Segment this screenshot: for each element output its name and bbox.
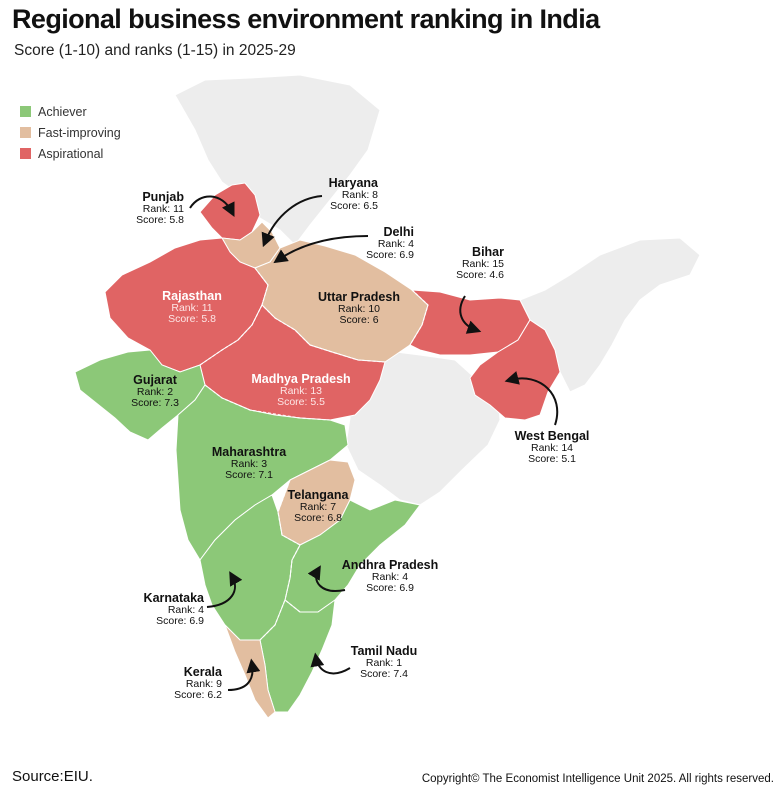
- label-bihar-score: Score: 4.6: [456, 269, 504, 281]
- label-tamil-nadu-name: Tamil Nadu: [350, 644, 418, 658]
- label-punjab-rank: Rank: 11: [142, 203, 184, 215]
- label-bihar-name: Bihar: [472, 245, 504, 259]
- label-gujarat-rank: Rank: 2: [136, 386, 174, 398]
- label-uttar-pradesh-score: Score: 6: [339, 314, 379, 326]
- copyright-note: Copyright© The Economist Intelligence Un…: [421, 773, 774, 785]
- arrow-tamil-nadu: [310, 652, 351, 675]
- label-maharashtra-score: Score: 7.1: [225, 469, 273, 481]
- label-uttar-pradesh-name: Uttar Pradesh: [318, 290, 400, 304]
- arrow-karnataka: [206, 571, 243, 608]
- label-delhi-score: Score: 6.9: [366, 249, 414, 261]
- label-uttar-pradesh: Uttar Pradesh Rank: 10 Score: 6: [310, 290, 408, 326]
- legend-swatch-aspirational: [20, 148, 31, 159]
- arrow-andhra-pradesh: [307, 565, 346, 592]
- label-uttar-pradesh-rank: Rank: 10: [337, 303, 381, 315]
- label-haryana: Haryana Rank: 8 Score: 6.5: [300, 176, 378, 212]
- label-madhya-pradesh-rank: Rank: 13: [279, 385, 323, 397]
- region-jammu-kashmir-ladakh: [174, 74, 381, 246]
- label-maharashtra-name: Maharashtra: [211, 445, 287, 459]
- label-telangana: Telangana Rank: 7 Score: 6.8: [278, 488, 358, 524]
- label-haryana-score: Score: 6.5: [330, 200, 378, 212]
- arrow-bihar: [459, 295, 482, 334]
- arrow-delhi: [273, 235, 369, 264]
- legend-item-achiever: Achiever: [20, 101, 121, 122]
- region-east-central: [344, 349, 501, 506]
- legend-label-achiever: Achiever: [38, 104, 87, 119]
- label-west-bengal-score: Score: 5.1: [528, 453, 576, 465]
- label-west-bengal-rank: Rank: 14: [530, 442, 574, 454]
- arrow-punjab: [189, 195, 235, 218]
- label-gujarat-score: Score: 7.3: [131, 397, 179, 409]
- label-tamil-nadu-rank: Rank: 1: [365, 657, 403, 669]
- region-karnataka: [199, 494, 301, 641]
- label-rajasthan-rank: Rank: 11: [171, 302, 213, 314]
- label-bihar-rank: Rank: 15: [461, 258, 504, 270]
- label-andhra-pradesh-score: Score: 6.9: [366, 582, 414, 594]
- arrow-haryana: [261, 195, 323, 248]
- legend-label-fast-improving: Fast-improving: [38, 125, 121, 140]
- label-tamil-nadu-score: Score: 7.4: [360, 668, 408, 680]
- label-delhi-name: Delhi: [383, 225, 414, 239]
- source-note: Source:EIU.: [12, 768, 93, 785]
- label-rajasthan-score: Score: 5.8: [168, 313, 216, 325]
- arrow-west-bengal: [504, 371, 559, 426]
- label-bihar: Bihar Rank: 15 Score: 4.6: [440, 245, 504, 281]
- label-andhra-pradesh-name: Andhra Pradesh: [341, 558, 439, 572]
- label-kerala-rank: Rank: 9: [185, 678, 222, 690]
- label-telangana-rank: Rank: 7: [299, 501, 337, 513]
- label-delhi: Delhi Rank: 4 Score: 6.9: [350, 225, 414, 261]
- label-maharashtra-rank: Rank: 3: [230, 458, 268, 470]
- legend-swatch-achiever: [20, 106, 31, 117]
- legend-label-aspirational: Aspirational: [38, 146, 104, 161]
- label-karnataka-score: Score: 6.9: [156, 615, 204, 627]
- label-west-bengal-name: West Bengal: [514, 429, 590, 443]
- leader-arrows: [189, 195, 559, 691]
- label-andhra-pradesh: Andhra Pradesh Rank: 4 Score: 6.9: [335, 558, 445, 594]
- label-haryana-rank: Rank: 8: [341, 189, 378, 201]
- label-haryana-name: Haryana: [328, 176, 378, 190]
- label-karnataka-name: Karnataka: [143, 591, 204, 605]
- chart-subtitle: Score (1-10) and ranks (1-15) in 2025-29: [14, 42, 296, 59]
- label-madhya-pradesh-score: Score: 5.5: [277, 396, 325, 408]
- label-tamil-nadu: Tamil Nadu Rank: 1 Score: 7.4: [342, 644, 426, 680]
- state-borders: [199, 267, 429, 641]
- label-andhra-pradesh-rank: Rank: 4: [371, 571, 409, 583]
- label-telangana-name: Telangana: [287, 488, 349, 502]
- label-madhya-pradesh: Madhya Pradesh Rank: 13 Score: 5.5: [238, 372, 364, 408]
- label-karnataka: Karnataka Rank: 4 Score: 6.9: [130, 591, 204, 627]
- label-punjab-score: Score: 5.8: [136, 214, 184, 226]
- label-rajasthan-name: Rajasthan: [162, 289, 222, 303]
- label-maharashtra: Maharashtra Rank: 3 Score: 7.1: [200, 445, 298, 481]
- label-gujarat: Gujarat Rank: 2 Score: 7.3: [120, 373, 190, 409]
- legend-item-fast-improving: Fast-improving: [20, 122, 121, 143]
- arrow-kerala: [227, 658, 261, 691]
- legend-item-aspirational: Aspirational: [20, 143, 121, 164]
- legend-swatch-fast-improving: [20, 127, 31, 138]
- legend: Achiever Fast-improving Aspirational: [20, 101, 121, 164]
- label-rajasthan: Rajasthan Rank: 11 Score: 5.8: [148, 289, 236, 325]
- label-delhi-rank: Rank: 4: [377, 238, 414, 250]
- label-punjab: Punjab Rank: 11 Score: 5.8: [118, 190, 184, 226]
- label-telangana-score: Score: 6.8: [294, 512, 342, 524]
- label-gujarat-name: Gujarat: [133, 373, 177, 387]
- label-west-bengal: West Bengal Rank: 14 Score: 5.1: [506, 429, 598, 465]
- label-kerala-name: Kerala: [183, 665, 222, 679]
- label-kerala-score: Score: 6.2: [174, 689, 222, 701]
- label-punjab-name: Punjab: [142, 190, 184, 204]
- chart-title: Regional business environment ranking in…: [12, 4, 600, 34]
- region-punjab: [199, 182, 261, 241]
- label-kerala: Kerala Rank: 9 Score: 6.2: [158, 665, 222, 701]
- label-madhya-pradesh-name: Madhya Pradesh: [251, 372, 351, 386]
- region-west-bengal: [469, 319, 561, 421]
- label-karnataka-rank: Rank: 4: [167, 604, 204, 616]
